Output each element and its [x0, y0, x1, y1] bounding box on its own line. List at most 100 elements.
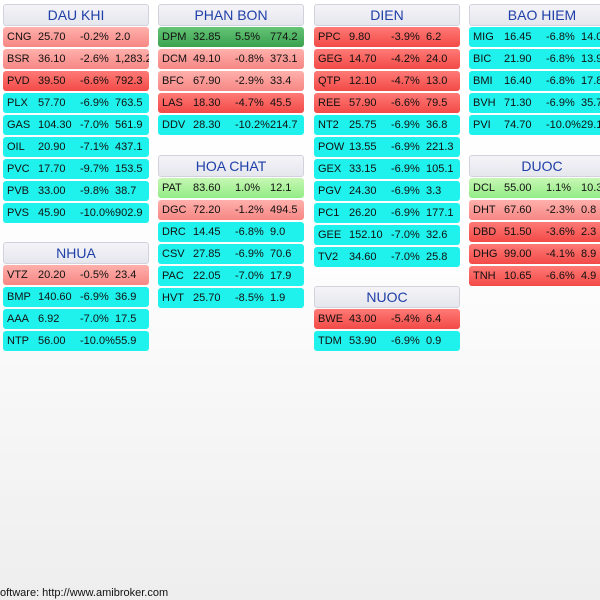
stock-row-nt2[interactable]: NT2 25.75 -6.9% 36.8 — [314, 115, 460, 135]
sector-dien: DIEN PPC 9.80 -3.9% 6.2 GEG 14.70 -4.2% 24.0 QTP 1… — [314, 4, 460, 269]
stock-row-vtz[interactable]: VTZ 20.20 -0.5% 23.4 — [3, 265, 149, 285]
stock-volume: 38.7 — [115, 185, 137, 197]
stock-change: -6.9% — [391, 141, 420, 153]
stock-row-pvb[interactable]: PVB 33.00 -9.8% 38.7 — [3, 181, 149, 201]
stock-price: 33.15 — [349, 163, 377, 175]
stock-volume: 9.0 — [270, 226, 286, 238]
stock-change: -9.8% — [80, 185, 109, 197]
stock-row-dht[interactable]: DHT 67.60 -2.3% 0.8 — [469, 200, 600, 220]
stock-row-ddv[interactable]: DDV 28.30 -10.2% 214.7 — [158, 115, 304, 135]
stock-row-las[interactable]: LAS 18.30 -4.7% 45.5 — [158, 93, 304, 113]
stock-volume: 221.3 — [426, 141, 454, 153]
sector-title: NHUA — [3, 242, 149, 264]
stock-volume: 13.9 — [581, 53, 600, 65]
stock-row-pow[interactable]: POW 13.55 -6.9% 221.3 — [314, 137, 460, 157]
stock-price: 9.80 — [349, 31, 371, 43]
stock-row-bwe[interactable]: BWE 43.00 -5.4% 6.4 — [314, 309, 460, 329]
stock-row-dhg[interactable]: DHG 99.00 -4.1% 8.9 — [469, 244, 600, 264]
stock-row-dbd[interactable]: DBD 51.50 -3.6% 2.3 — [469, 222, 600, 242]
stock-row-ree[interactable]: REE 57.90 -6.6% 79.5 — [314, 93, 460, 113]
stock-row-bmi[interactable]: BMI 16.40 -6.8% 17.8 — [469, 71, 600, 91]
stock-volume: 0.8 — [581, 204, 597, 216]
stock-row-bsr[interactable]: BSR 36.10 -2.6% 1,283.2 — [3, 49, 149, 69]
stock-row-gee[interactable]: GEE 152.10 -7.0% 32.6 — [314, 225, 460, 245]
stock-price: 16.40 — [504, 75, 532, 87]
stock-row-pc1[interactable]: PC1 26.20 -6.9% 177.1 — [314, 203, 460, 223]
stock-symbol: DDV — [162, 119, 186, 131]
stock-row-cng[interactable]: CNG 25.70 -0.2% 2.0 — [3, 27, 149, 47]
stock-row-geg[interactable]: GEG 14.70 -4.2% 24.0 — [314, 49, 460, 69]
stock-row-dcl[interactable]: DCL 55.00 1.1% 10.3 — [469, 178, 600, 198]
stock-row-ntp[interactable]: NTP 56.00 -10.0% 55.9 — [3, 331, 149, 351]
stock-price: 71.30 — [504, 97, 532, 109]
stock-symbol: BSR — [7, 53, 30, 65]
stock-price: 57.70 — [38, 97, 66, 109]
stock-row-oil[interactable]: OIL 20.90 -7.1% 437.1 — [3, 137, 149, 157]
stock-row-tdm[interactable]: TDM 53.90 -6.9% 0.9 — [314, 331, 460, 351]
stock-row-bvh[interactable]: BVH 71.30 -6.9% 35.7 — [469, 93, 600, 113]
stock-volume: 45.5 — [270, 97, 292, 109]
stock-symbol: PLX — [7, 97, 28, 109]
stock-row-dgc[interactable]: DGC 72.20 -1.2% 494.5 — [158, 200, 304, 220]
stock-symbol: PVB — [7, 185, 30, 197]
stock-price: 21.90 — [504, 53, 532, 65]
stock-change: -4.2% — [391, 53, 420, 65]
stock-row-aaa[interactable]: AAA 6.92 -7.0% 17.5 — [3, 309, 149, 329]
stock-row-bfc[interactable]: BFC 67.90 -2.9% 33.4 — [158, 71, 304, 91]
stock-row-pvd[interactable]: PVD 39.50 -6.6% 792.3 — [3, 71, 149, 91]
stock-row-pvc[interactable]: PVC 17.70 -9.7% 153.5 — [3, 159, 149, 179]
stock-volume: 29.1 — [581, 119, 600, 131]
stock-volume: 17.8 — [581, 75, 600, 87]
stock-row-pvs[interactable]: PVS 45.90 -10.0% 902.9 — [3, 203, 149, 223]
stock-symbol: NT2 — [318, 119, 339, 131]
stock-volume: 373.1 — [270, 53, 298, 65]
stock-change: -4.7% — [235, 97, 264, 109]
stock-row-csv[interactable]: CSV 27.85 -6.9% 70.6 — [158, 244, 304, 264]
stock-row-pgv[interactable]: PGV 24.30 -6.9% 3.3 — [314, 181, 460, 201]
stock-volume: 24.0 — [426, 53, 448, 65]
stock-price: 104.30 — [38, 119, 72, 131]
stock-row-pvi[interactable]: PVI 74.70 -10.0% 29.1 — [469, 115, 600, 135]
stock-price: 32.85 — [193, 31, 221, 43]
footer-credit: oftware: http://www.amibroker.com — [0, 587, 169, 599]
stock-row-plx[interactable]: PLX 57.70 -6.9% 763.5 — [3, 93, 149, 113]
stock-change: 1.1% — [546, 182, 572, 194]
stock-row-ppc[interactable]: PPC 9.80 -3.9% 6.2 — [314, 27, 460, 47]
stock-row-dpm[interactable]: DPM 32.85 5.5% 774.2 — [158, 27, 304, 47]
stock-change: -5.4% — [391, 313, 420, 325]
stock-volume: 177.1 — [426, 207, 454, 219]
stock-price: 43.00 — [349, 313, 377, 325]
stock-row-bmp[interactable]: BMP 140.60 -6.9% 36.9 — [3, 287, 149, 307]
stock-volume: 774.2 — [270, 31, 298, 43]
stock-row-pac[interactable]: PAC 22.05 -7.0% 17.9 — [158, 266, 304, 286]
stock-row-mig[interactable]: MIG 16.45 -6.8% 14.0 — [469, 27, 600, 47]
stock-change: -4.1% — [546, 248, 575, 260]
stock-change: -9.7% — [80, 163, 109, 175]
stock-row-qtp[interactable]: QTP 12.10 -4.7% 13.0 — [314, 71, 460, 91]
stock-price: 45.90 — [38, 207, 66, 219]
stock-symbol: PAT — [162, 182, 182, 194]
stock-row-gas[interactable]: GAS 104.30 -7.0% 561.9 — [3, 115, 149, 135]
stock-change: -6.9% — [235, 248, 264, 260]
stock-volume: 12.1 — [270, 182, 292, 194]
stock-change: -2.3% — [546, 204, 575, 216]
stock-volume: 13.0 — [426, 75, 448, 87]
stock-volume: 23.4 — [115, 269, 137, 281]
sector-bao-hiem: BAO HIEM MIG 16.45 -6.8% 14.0 BIC 21.90 -6.8% 13… — [469, 4, 600, 137]
stock-price: 14.70 — [349, 53, 377, 65]
stock-row-tnh[interactable]: TNH 10.65 -6.6% 4.9 — [469, 266, 600, 286]
sector-duoc: DUOC DCL 55.00 1.1% 10.3 DHT 67.60 -2.3% 0.8 DBD 5… — [469, 155, 600, 288]
stock-change: -6.8% — [546, 75, 575, 87]
stock-row-bic[interactable]: BIC 21.90 -6.8% 13.9 — [469, 49, 600, 69]
stock-symbol: BMP — [7, 291, 31, 303]
stock-price: 33.00 — [38, 185, 66, 197]
stock-symbol: GEG — [318, 53, 343, 65]
stock-change: -6.9% — [80, 291, 109, 303]
stock-row-dcm[interactable]: DCM 49.10 -0.8% 373.1 — [158, 49, 304, 69]
stock-row-tv2[interactable]: TV2 34.60 -7.0% 25.8 — [314, 247, 460, 267]
stock-row-hvt[interactable]: HVT 25.70 -8.5% 1.9 — [158, 288, 304, 308]
stock-symbol: POW — [318, 141, 345, 153]
stock-row-gex[interactable]: GEX 33.15 -6.9% 105.1 — [314, 159, 460, 179]
stock-row-pat[interactable]: PAT 83.60 1.0% 12.1 — [158, 178, 304, 198]
stock-row-drc[interactable]: DRC 14.45 -6.8% 9.0 — [158, 222, 304, 242]
